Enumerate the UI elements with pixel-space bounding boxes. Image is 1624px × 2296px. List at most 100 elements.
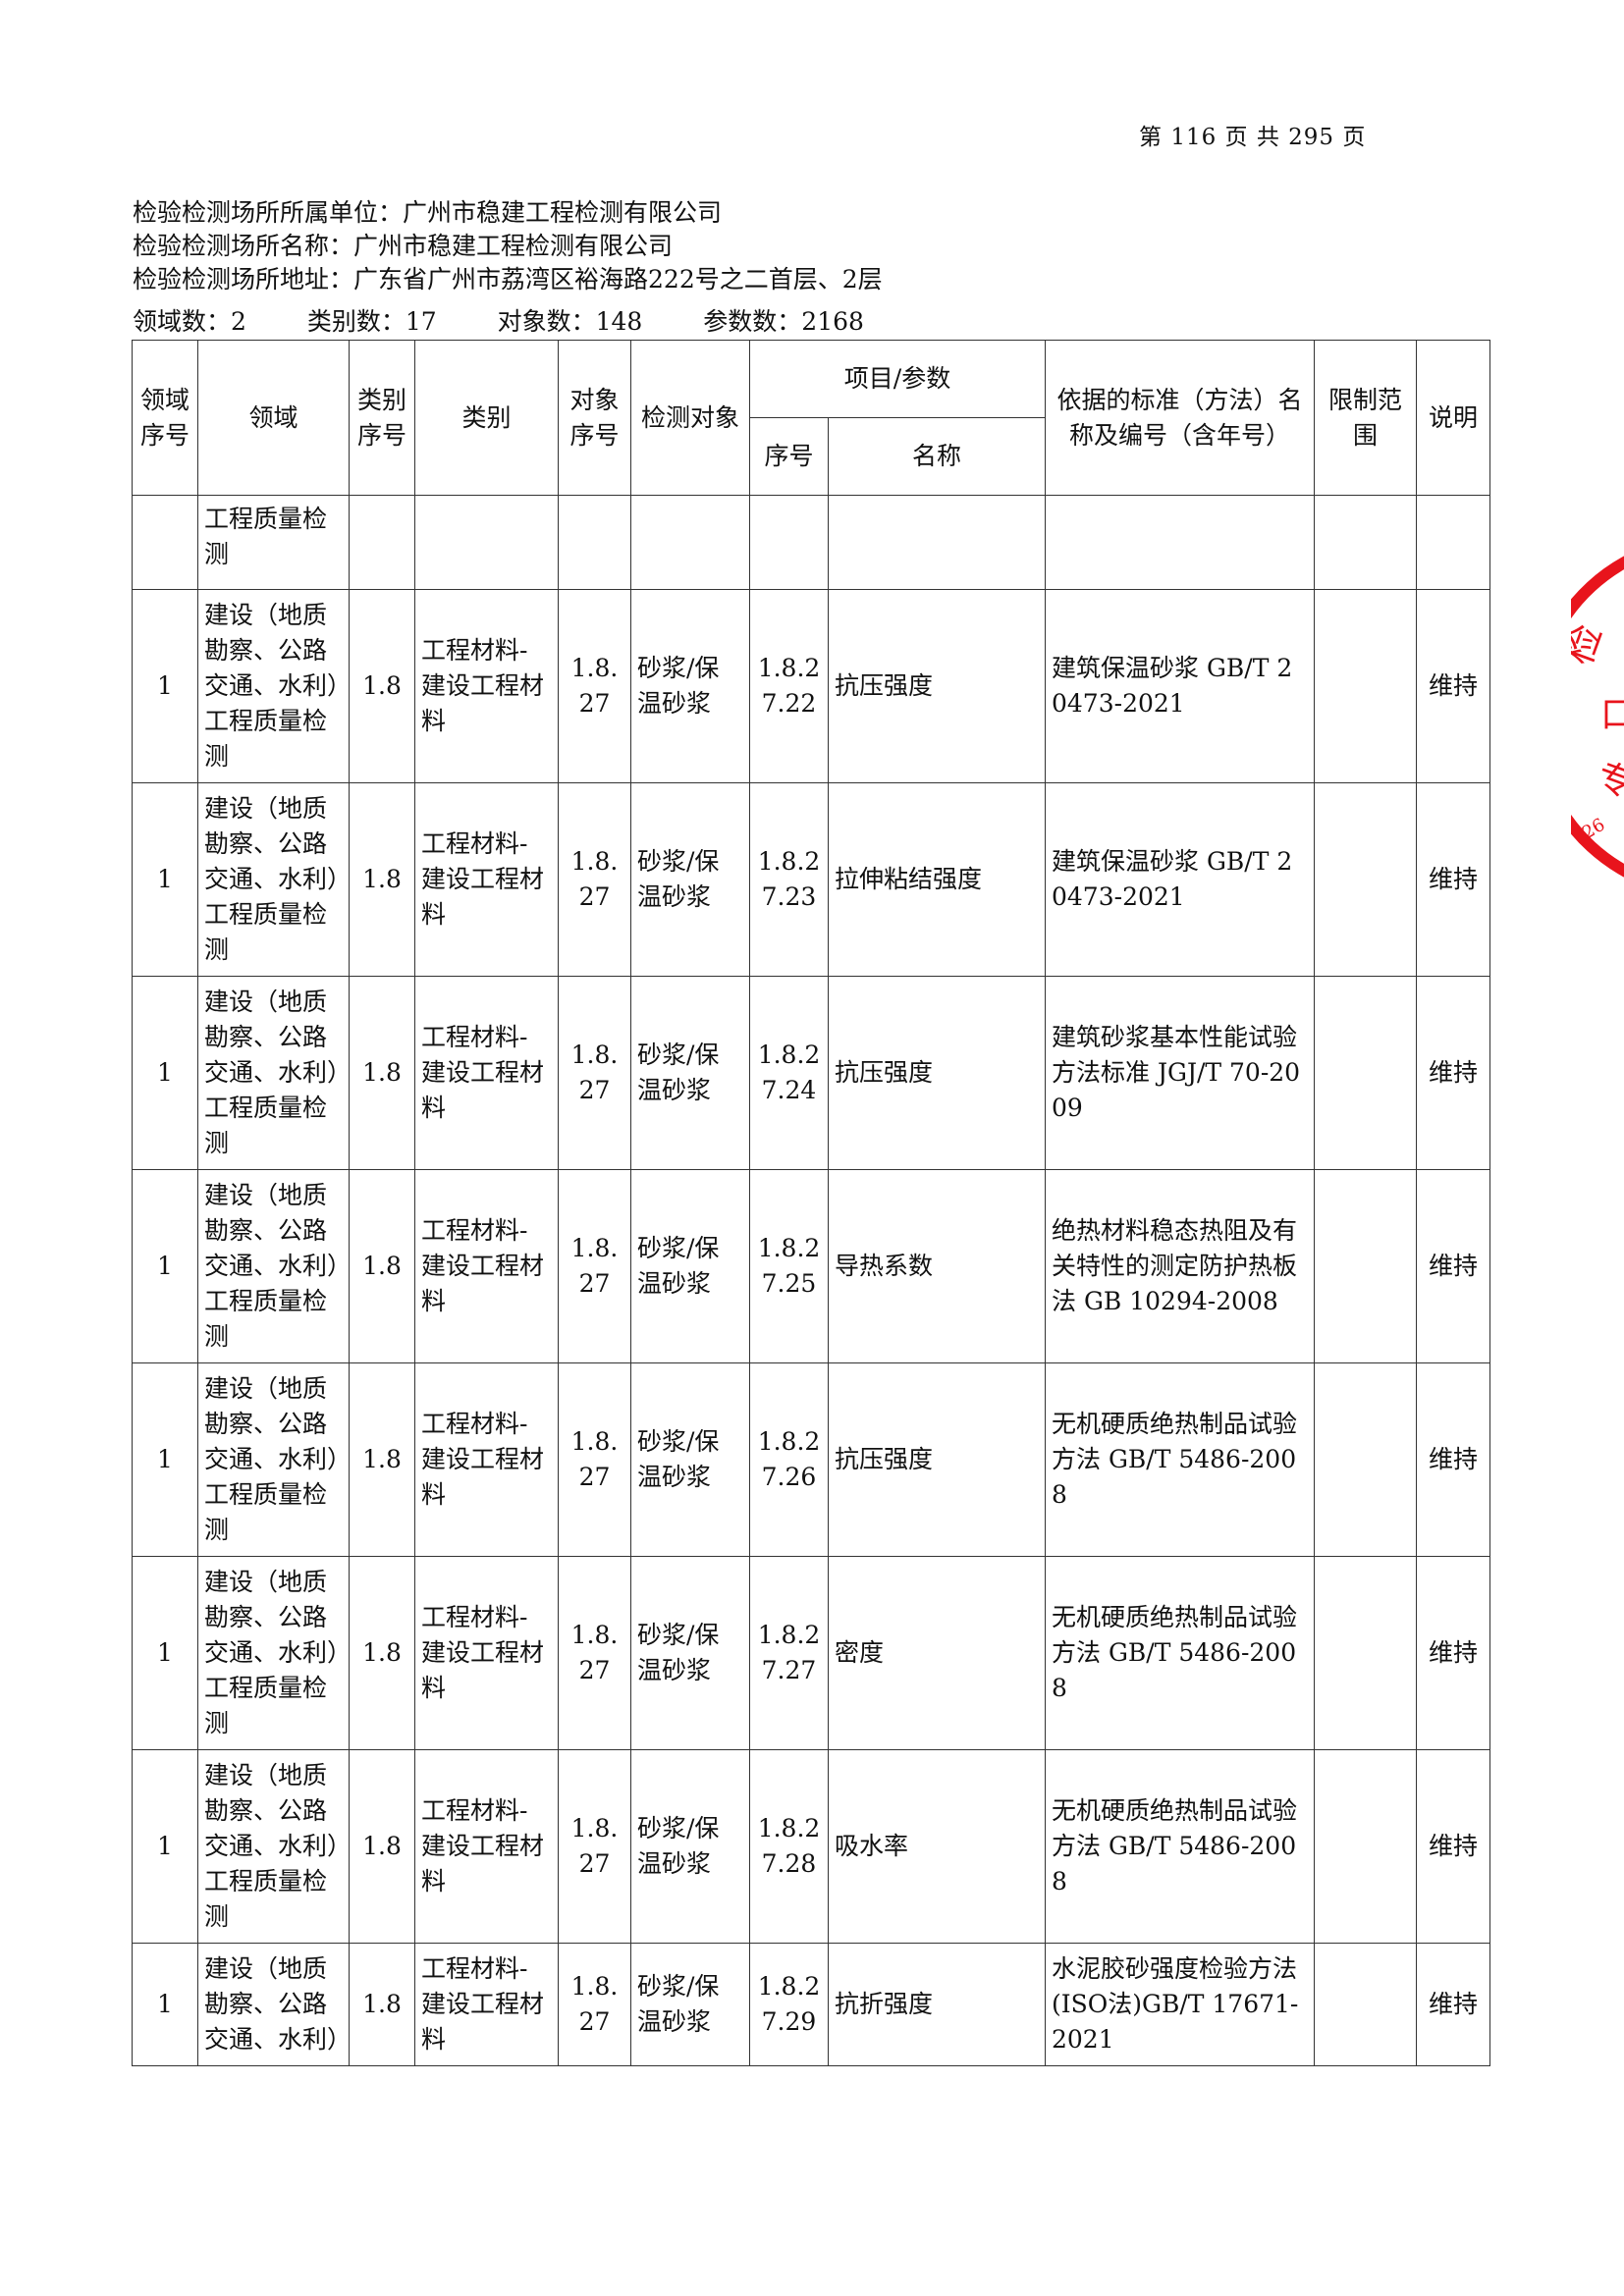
- cell-limit: [1314, 1943, 1417, 2066]
- page-label: 第: [1139, 125, 1163, 150]
- cell-limit: [1314, 589, 1417, 783]
- cell-cat-no: 1.8: [349, 1362, 415, 1557]
- header-domain-no: 领域序号: [132, 340, 198, 496]
- cell-item-no: 1.8.27.28: [749, 1749, 829, 1944]
- svg-text:口: 口: [1600, 695, 1624, 735]
- header-obj-no: 对象序号: [558, 340, 631, 496]
- cell-obj-no: 1.8.27: [558, 1169, 631, 1363]
- table-row: 1 建设（地质勘察、公路交通、水利）工程质量检测 1.8 工程材料-建设工程材料 1.8…: [132, 1556, 1490, 1750]
- header-cat: 类别: [414, 340, 559, 496]
- cell-domain: 工程质量检测: [197, 495, 350, 590]
- header-row: 领域序号 领域 类别序号 类别 对象序号 检测对象 项目/参数 依据的标准（方法…: [132, 340, 1490, 496]
- page-label: 页: [1342, 125, 1367, 150]
- cell-limit: [1314, 1556, 1417, 1750]
- cell-domain-no: 1: [132, 1362, 198, 1557]
- cell-domain-no: 1: [132, 1943, 198, 2066]
- table-row: 1 建设（地质勘察、公路交通、水利）工程质量检测 1.8 工程材料-建设工程材料 1.8…: [132, 1362, 1490, 1557]
- param-count: 参数数：2168: [703, 307, 864, 336]
- svg-text:专: 专: [1592, 756, 1624, 806]
- official-seal-stamp: 检 口 专 26: [1571, 556, 1624, 878]
- cell-note: 维持: [1416, 1749, 1490, 1944]
- cell-item-name: 拉伸粘结强度: [828, 782, 1046, 977]
- cell-obj: 砂浆/保温砂浆: [630, 589, 750, 783]
- cell-obj: 砂浆/保温砂浆: [630, 1943, 750, 2066]
- category-count: 类别数：17: [306, 307, 437, 336]
- cell-domain-no: 1: [132, 1556, 198, 1750]
- total-pages: 295: [1288, 125, 1335, 150]
- cell-obj: 砂浆/保温砂浆: [630, 782, 750, 977]
- cell-obj-no: 1.8.27: [558, 1943, 631, 2066]
- cell-item-name: 抗压强度: [828, 1362, 1046, 1557]
- header-note: 说明: [1416, 340, 1490, 496]
- table-row: 1 建设（地质勘察、公路交通、水利） 1.8 工程材料-建设工程材料 1.8.27 砂浆/…: [132, 1943, 1490, 2066]
- cell-obj-no: 1.8.27: [558, 589, 631, 783]
- cell-note: 维持: [1416, 1943, 1490, 2066]
- cell-domain-no: 1: [132, 782, 198, 977]
- header-obj: 检测对象: [630, 340, 750, 496]
- cell-cat: 工程材料-建设工程材料: [414, 1169, 559, 1363]
- table-row: 工程质量检测: [132, 495, 1490, 590]
- cell-item-no: 1.8.27.22: [749, 589, 829, 783]
- table-row: 1 建设（地质勘察、公路交通、水利）工程质量检测 1.8 工程材料-建设工程材料 1.8…: [132, 1749, 1490, 1944]
- cell-cat: 工程材料-建设工程材料: [414, 1362, 559, 1557]
- cell-standard: 建筑保温砂浆 GB/T 20473-2021: [1045, 782, 1315, 977]
- cell-item-no: 1.8.27.24: [749, 976, 829, 1170]
- cell-domain: 建设（地质勘察、公路交通、水利）: [197, 1943, 352, 2066]
- table-row: 1 建设（地质勘察、公路交通、水利）工程质量检测 1.8 工程材料-建设工程材料 1.8…: [132, 782, 1490, 977]
- name-line: 检验检测场所名称：广州市稳建工程检测有限公司: [133, 232, 674, 260]
- cell-domain-no: 1: [132, 976, 198, 1170]
- cell-cat: 工程材料-建设工程材料: [414, 1556, 559, 1750]
- cell-obj: 砂浆/保温砂浆: [630, 1749, 750, 1944]
- object-count: 对象数：148: [497, 307, 643, 336]
- cell-obj: 砂浆/保温砂浆: [630, 1556, 750, 1750]
- domain-count: 领域数：2: [133, 307, 246, 336]
- cell-note: 维持: [1416, 589, 1490, 783]
- cell-obj-no: 1.8.27: [558, 782, 631, 977]
- cell-domain: 建设（地质勘察、公路交通、水利）工程质量检测: [197, 1362, 350, 1557]
- table-row: 1 建设（地质勘察、公路交通、水利）工程质量检测 1.8 工程材料-建设工程材料 1.8…: [132, 589, 1490, 783]
- cell-domain-no: 1: [132, 1169, 198, 1363]
- cell-obj-no: 1.8.27: [558, 1362, 631, 1557]
- header-cat-no: 类别序号: [349, 340, 415, 496]
- header-item-no: 序号: [749, 417, 829, 496]
- cell-standard: 建筑保温砂浆 GB/T 20473-2021: [1045, 589, 1315, 783]
- cell-note: 维持: [1416, 1169, 1490, 1363]
- cell-cat: 工程材料-建设工程材料: [414, 1749, 559, 1944]
- cell-obj-no: 1.8.27: [558, 1556, 631, 1750]
- svg-text:检: 检: [1571, 618, 1611, 670]
- header-domain: 领域: [197, 340, 350, 496]
- cell-item-name: 抗折强度: [828, 1943, 1046, 2066]
- header-item-name: 名称: [828, 417, 1046, 496]
- cell-cat-no: 1.8: [349, 1943, 415, 2066]
- page-label: 页 共: [1224, 125, 1280, 150]
- cell-limit: [1314, 1169, 1417, 1363]
- cell-domain-no: 1: [132, 589, 198, 783]
- cell-domain-no: 1: [132, 1749, 198, 1944]
- cell-cat: 工程材料-建设工程材料: [414, 589, 559, 783]
- cell-limit: [1314, 976, 1417, 1170]
- cell-obj-no: 1.8.27: [558, 1749, 631, 1944]
- cell-obj: 砂浆/保温砂浆: [630, 1362, 750, 1557]
- cell-obj: 砂浆/保温砂浆: [630, 976, 750, 1170]
- cell-obj: 砂浆/保温砂浆: [630, 1169, 750, 1363]
- scope-table: 领域序号 领域 类别序号 类别 对象序号 检测对象 项目/参数 依据的标准（方法…: [132, 340, 1490, 2066]
- cell-standard: 无机硬质绝热制品试验方法 GB/T 5486-2008: [1045, 1362, 1315, 1557]
- header-subrow: 序号 名称: [133, 417, 1490, 496]
- cell-domain: 建设（地质勘察、公路交通、水利）工程质量检测: [197, 782, 350, 977]
- cell-item-name: 抗压强度: [828, 589, 1046, 783]
- cell-cat-no: 1.8: [349, 589, 415, 783]
- table-row: 1 建设（地质勘察、公路交通、水利）工程质量检测 1.8 工程材料-建设工程材料 1.8…: [132, 976, 1490, 1170]
- cell-cat-no: 1.8: [349, 1749, 415, 1944]
- cell-note: 维持: [1416, 782, 1490, 977]
- table-row: 1 建设（地质勘察、公路交通、水利）工程质量检测 1.8 工程材料-建设工程材料 1.8…: [132, 1169, 1490, 1363]
- cell-standard: 无机硬质绝热制品试验方法 GB/T 5486-2008: [1045, 1749, 1315, 1944]
- cell-cat: 工程材料-建设工程材料: [414, 1943, 559, 2066]
- cell-item-no: 1.8.27.27: [749, 1556, 829, 1750]
- cell-item-no: 1.8.27.29: [749, 1943, 829, 2066]
- cell-cat: 工程材料-建设工程材料: [414, 976, 559, 1170]
- cell-item-name: 吸水率: [828, 1749, 1046, 1944]
- cell-standard: 水泥胶砂强度检验方法(ISO法)GB/T 17671-2021: [1045, 1943, 1315, 2066]
- cell-note: 维持: [1416, 976, 1490, 1170]
- cell-domain: 建设（地质勘察、公路交通、水利）工程质量检测: [197, 976, 350, 1170]
- cell-standard: 建筑砂浆基本性能试验方法标准 JGJ/T 70-2009: [1045, 976, 1315, 1170]
